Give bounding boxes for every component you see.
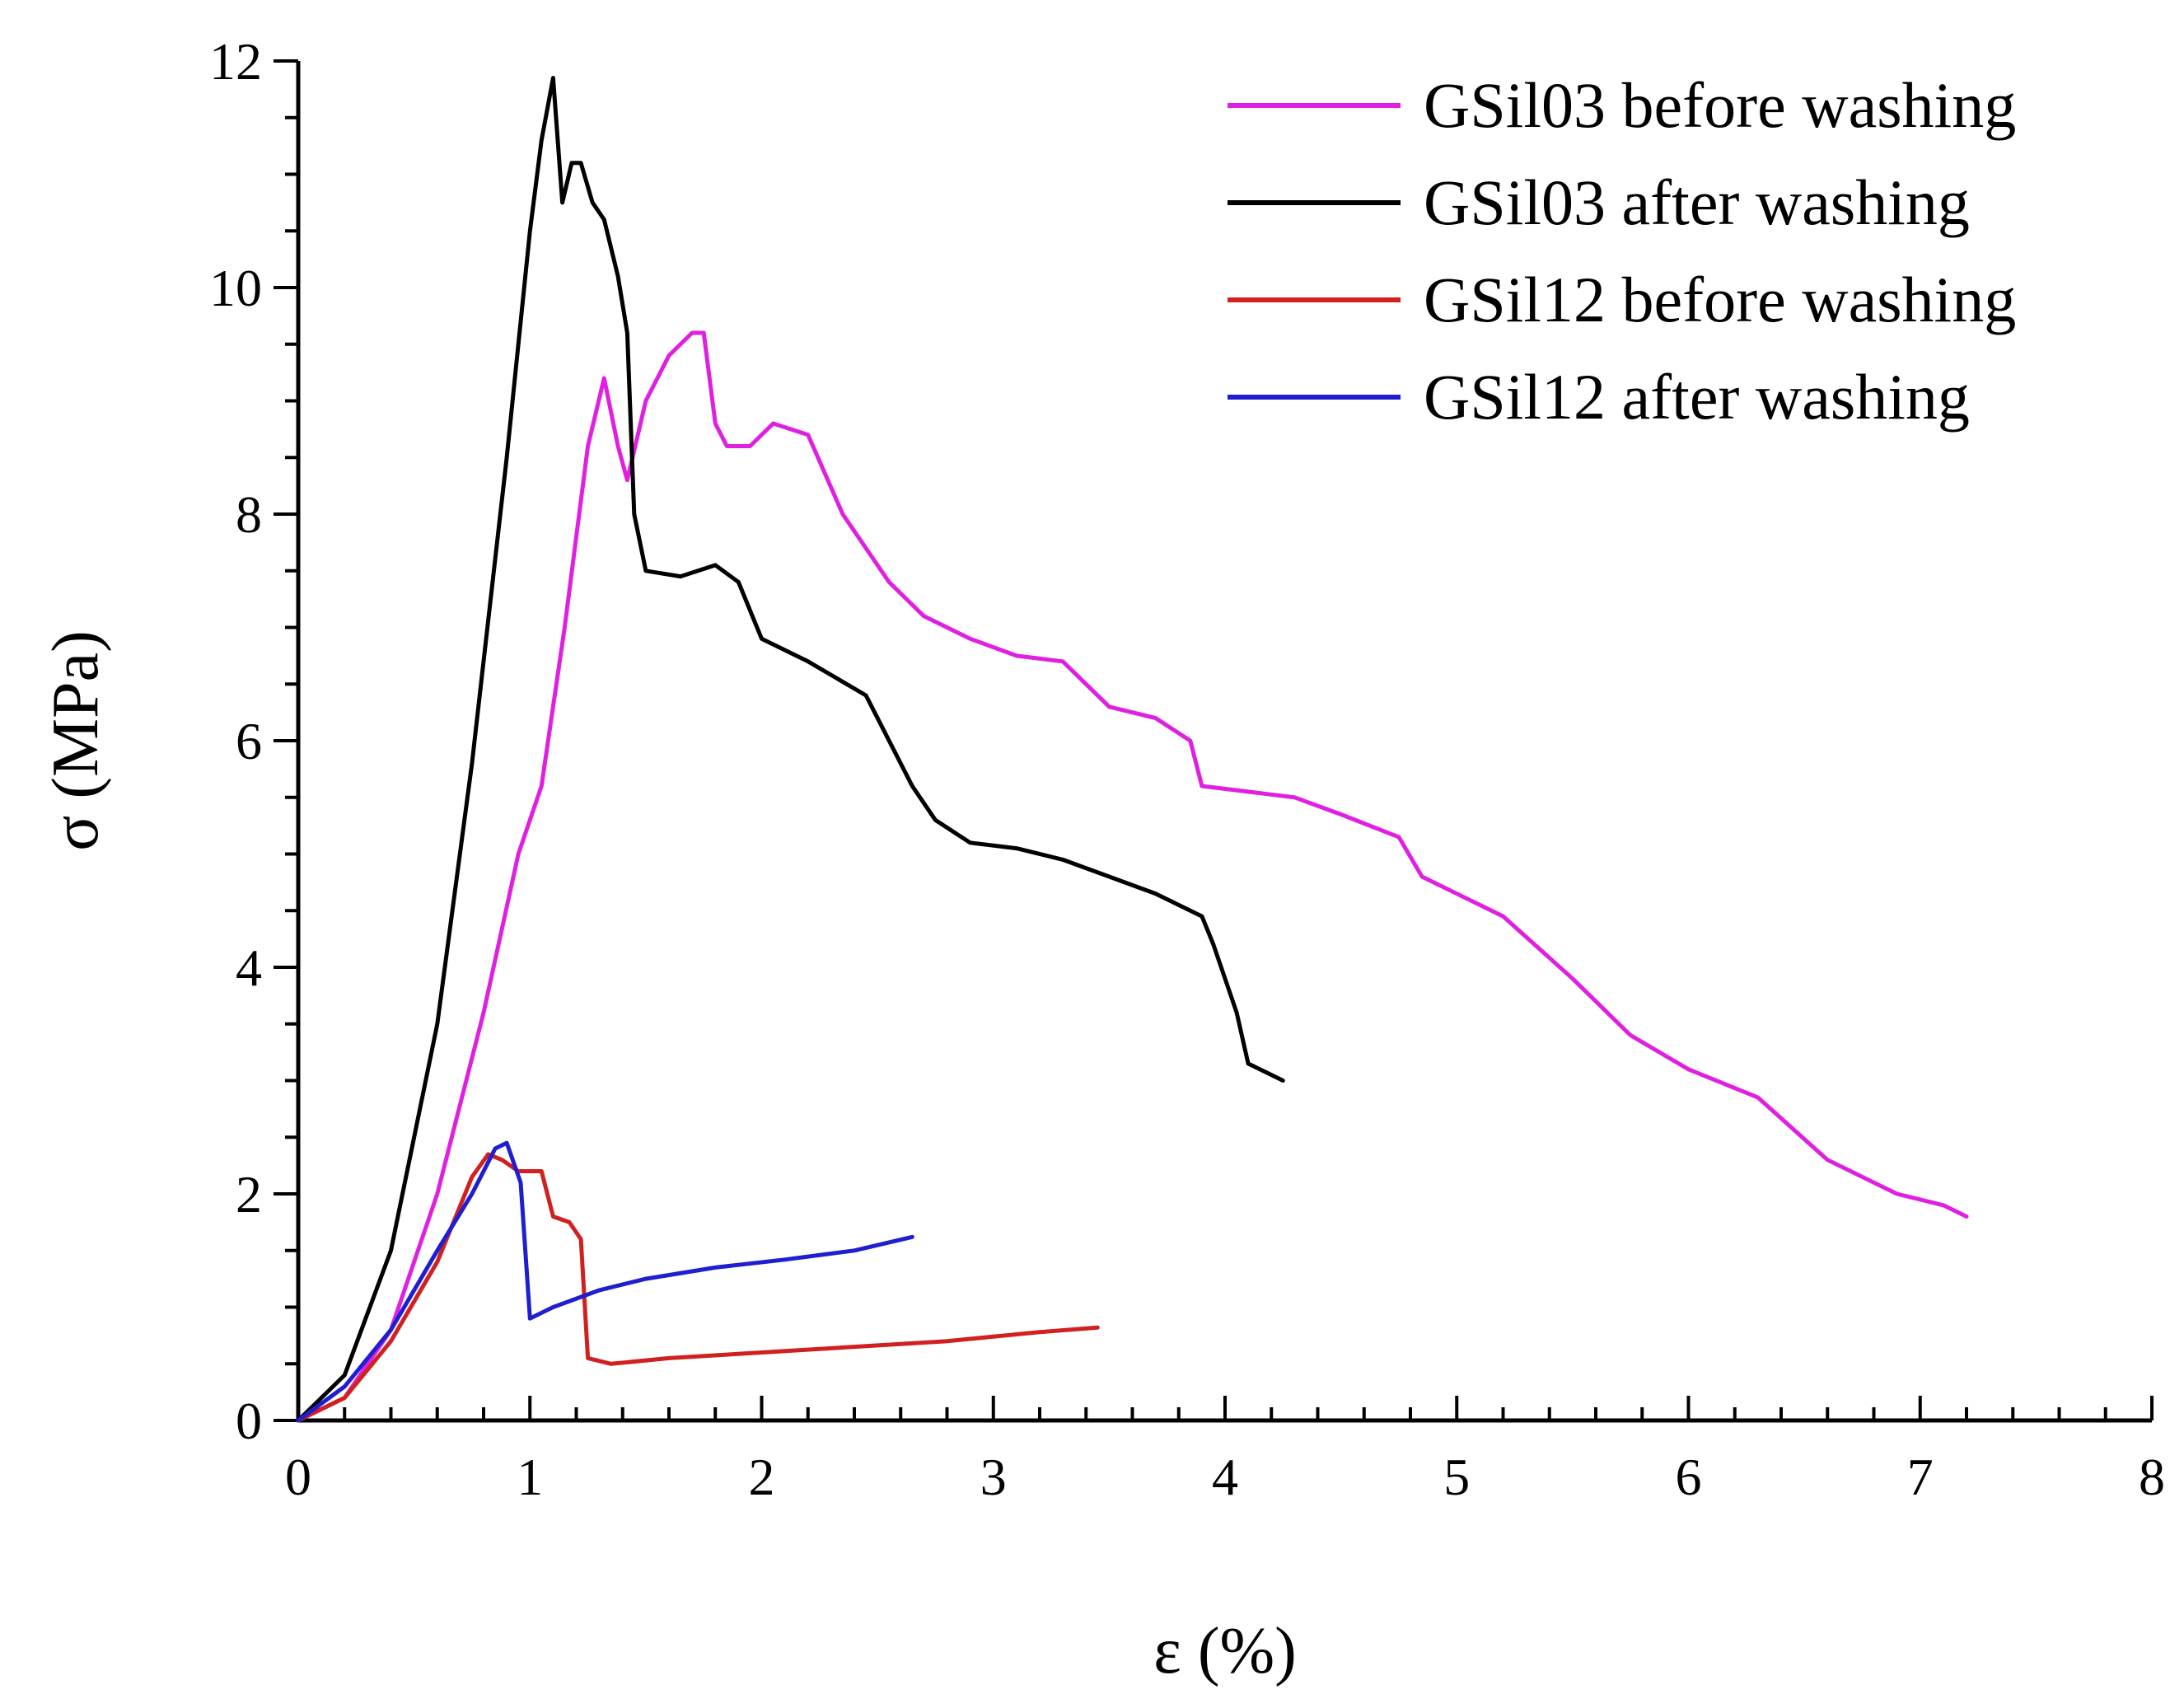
legend: GSil03 before washing GSil03 after washin… [1228,69,2016,433]
x-tick-label: 8 [2139,1448,2165,1506]
series-line-gsil12-after-washing [296,1140,914,1423]
x-tick-label: 3 [980,1448,1007,1506]
x-tick-label: 5 [1443,1448,1470,1506]
y-tick-label: 12 [209,32,262,91]
x-tick-label: 0 [285,1448,311,1506]
y-tick-label: 8 [236,485,262,544]
x-axis-label: ε (%) [1153,1615,1297,1687]
legend-label-gsil12-after-washing: GSil12 after washing [1424,361,1970,433]
series-line-gsil12-before-washing [296,1152,1100,1423]
ticks [274,59,2154,1422]
y-axis-label: σ (MPa) [40,630,112,851]
y-tick-label: 6 [236,712,262,770]
y-tick-label: 0 [236,1392,262,1450]
series-line-gsil03-before-washing [296,330,1969,1423]
legend-label-gsil03-after-washing: GSil03 after washing [1424,166,1970,238]
x-tick-label: 6 [1676,1448,1702,1506]
legend-label-gsil12-before-washing: GSil12 before washing [1424,264,2016,335]
x-tick-label: 2 [749,1448,775,1506]
series-line-gsil03-after-washing [296,76,1285,1423]
x-tick-label: 7 [1907,1448,1934,1506]
x-tick-label: 1 [517,1448,543,1506]
series-layer [296,76,1969,1423]
legend-label-gsil03-before-washing: GSil03 before washing [1424,69,2016,141]
y-tick-label: 10 [209,259,262,317]
y-tick-label: 2 [236,1165,262,1224]
y-tick-label: 4 [236,938,262,997]
x-tick-label: 4 [1212,1448,1238,1506]
